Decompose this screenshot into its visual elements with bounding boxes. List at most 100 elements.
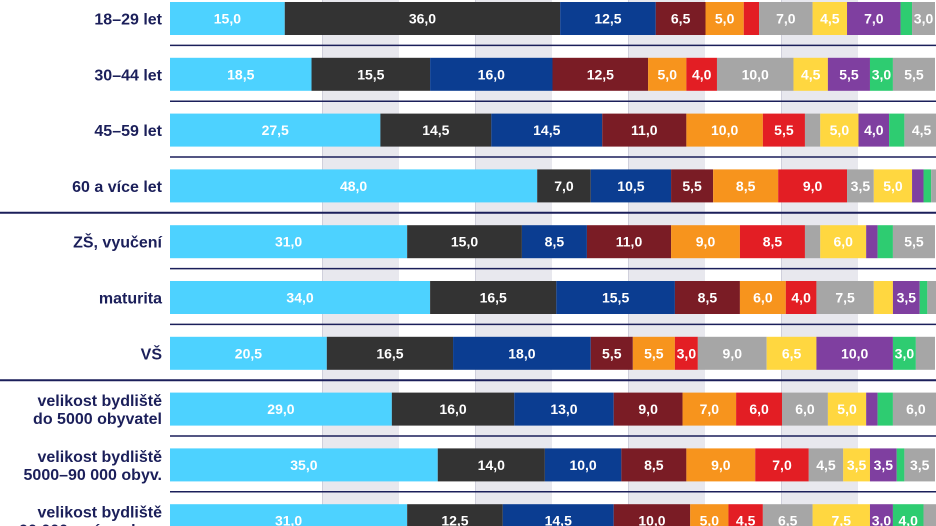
bar-segment (889, 113, 905, 147)
bar-value-label: 3,0 (872, 513, 892, 526)
bar-segment (380, 113, 492, 147)
bar-value-label: 8,5 (545, 234, 565, 250)
bar-segment (892, 225, 935, 259)
bar-segment (892, 504, 924, 526)
bar-value-label: 4,0 (898, 513, 918, 526)
bar-value-label: 14,5 (422, 122, 449, 138)
bar-segment (904, 448, 935, 482)
bar-segment (690, 504, 729, 526)
bar-segment (766, 336, 817, 370)
bar-value-label: 9,0 (803, 178, 823, 194)
bar-segment (602, 113, 687, 147)
bar-segment (923, 504, 936, 526)
bar-segment (785, 281, 817, 314)
bar-value-label: 14,5 (545, 513, 572, 526)
bar-value-label: 3,5 (897, 290, 917, 306)
bar-segment (502, 504, 614, 526)
bar-value-label: 7,0 (700, 401, 720, 417)
bar-value-label: 3,0 (677, 345, 697, 361)
bar-segment (873, 281, 893, 314)
bar-value-label: 4,0 (864, 122, 884, 138)
bar-value-label: 3,5 (874, 457, 894, 473)
bar-segment (686, 113, 763, 147)
bar-value-label: 5,0 (700, 513, 720, 526)
bar-value-label: 15,0 (214, 11, 241, 27)
bar-value-label: 5,5 (682, 178, 702, 194)
bar-value-label: 10,0 (638, 513, 665, 526)
bar-segment (915, 336, 935, 370)
bar-value-label: 5,5 (774, 122, 794, 138)
bar-segment (544, 448, 622, 482)
bar-value-label: 12,5 (587, 66, 614, 82)
bar-value-label: 9,0 (711, 457, 731, 473)
bar-segment (170, 504, 408, 526)
bar-value-label: 16,0 (439, 401, 466, 417)
bar-value-label: 10,0 (742, 66, 769, 82)
bar-value-label: 31,0 (275, 513, 302, 526)
bar-segment (912, 2, 935, 35)
bar-segment (648, 57, 687, 91)
bar-segment (430, 57, 553, 91)
bar-segment (632, 336, 675, 370)
bar-value-label: 4,5 (801, 66, 821, 82)
bar-segment (170, 169, 538, 203)
bar-value-label: 34,0 (286, 290, 313, 306)
bar-value-label: 3,0 (872, 66, 892, 82)
bar-value-label: 3,0 (914, 11, 934, 27)
bar-value-label: 9,0 (723, 345, 743, 361)
bar-value-label: 18,5 (227, 66, 254, 82)
bar-segment (170, 281, 431, 314)
bar-segment (537, 169, 591, 203)
bar-segment (900, 2, 913, 35)
row-label: 60 a více let (72, 179, 163, 196)
bar-value-label: 6,5 (778, 513, 798, 526)
bar-segment (713, 169, 779, 203)
bar-value-label: 6,0 (795, 401, 815, 417)
bar-value-label: 10,5 (617, 178, 644, 194)
bar-value-label: 16,0 (478, 66, 505, 82)
row-label: VŠ (141, 344, 163, 363)
bar-segment (804, 225, 821, 259)
bar-value-label: 11,0 (631, 122, 658, 138)
bar-value-label: 5,0 (830, 122, 850, 138)
bar-value-label: 4,5 (816, 457, 836, 473)
bar-segment (705, 2, 744, 35)
bar-segment (170, 225, 408, 259)
bar-value-label: 14,0 (478, 457, 505, 473)
bar-segment (686, 57, 717, 91)
bar-value-label: 4,5 (912, 122, 932, 138)
row-label: 18–29 let (94, 12, 162, 29)
bar-segment (743, 2, 760, 35)
bar-segment (869, 504, 893, 526)
bar-value-label: 15,5 (357, 66, 384, 82)
bar-value-label: 7,0 (772, 457, 792, 473)
bar-segment (912, 169, 924, 203)
bar-value-label: 9,0 (696, 234, 716, 250)
bar-segment (311, 57, 431, 91)
bar-segment (682, 392, 737, 426)
bar-segment (892, 392, 936, 426)
bar-value-label: 5,0 (715, 11, 735, 27)
bar-value-label: 3,5 (847, 457, 867, 473)
bar-value-label: 18,0 (508, 345, 535, 361)
bar-value-label: 35,0 (290, 457, 317, 473)
bar-segment (892, 336, 916, 370)
bar-segment (892, 57, 935, 91)
bar-value-label: 8,5 (736, 178, 756, 194)
row-label: do 5000 obyvatel (33, 411, 162, 428)
bar-segment (613, 392, 683, 426)
bar-segment (560, 2, 656, 35)
bar-segment (873, 169, 913, 203)
bar-segment (391, 392, 515, 426)
bar-segment (804, 113, 821, 147)
bar-segment (820, 113, 859, 147)
bar-segment (170, 448, 438, 482)
bar-value-label: 20,5 (235, 345, 262, 361)
bar-segment (739, 281, 786, 314)
bar-value-label: 29,0 (267, 401, 294, 417)
bar-segment (716, 57, 794, 91)
bar-segment (621, 448, 687, 482)
bar-segment (590, 169, 672, 203)
bar-segment (674, 281, 740, 314)
